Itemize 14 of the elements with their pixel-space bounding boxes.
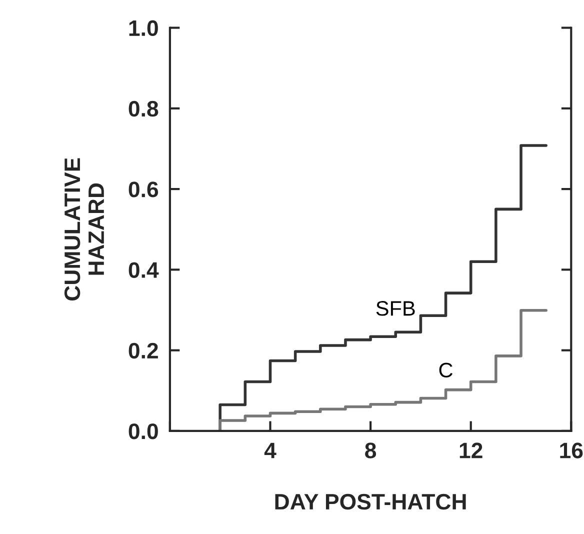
x-tick-label: 16 (560, 442, 583, 458)
y-tick-label: 0.0 (128, 423, 158, 440)
y-axis-title: CUMULATIVE HAZARD (64, 158, 104, 300)
x-tick-label: 4 (264, 442, 276, 458)
x-tick-label: 8 (365, 442, 376, 458)
x-tick-label: 12 (460, 442, 482, 458)
series-label: C (439, 362, 453, 378)
y-tick-label: 1.0 (129, 20, 158, 36)
y-tick-label: 0.2 (128, 342, 158, 359)
x-axis-title: DAY POST-HATCH (275, 494, 466, 510)
y-tick-label: 0.4 (128, 262, 159, 278)
y-tick-label: 0.8 (128, 100, 158, 117)
series-label: SFB (376, 301, 415, 316)
y-tick-label: 0.6 (128, 182, 158, 198)
